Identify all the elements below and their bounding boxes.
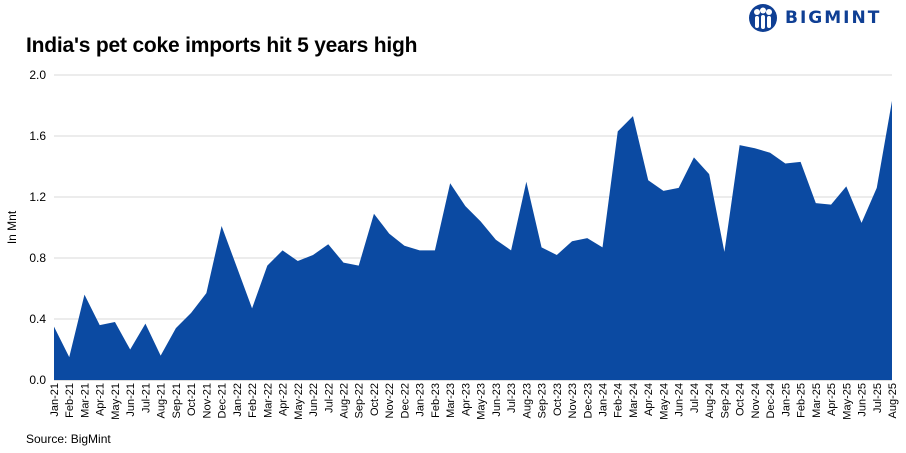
x-tick-label: Aug-21 [156,383,168,418]
chart-title: India's pet coke imports hit 5 years hig… [26,34,418,57]
x-tick-label: Mar-24 [628,383,640,418]
x-tick-label: Oct-24 [735,383,747,416]
x-tick-label: Apr-21 [95,383,107,416]
x-tick-label: May-22 [293,383,305,420]
x-tick-label: Dec-24 [765,383,777,418]
x-tick-label: Nov-22 [384,383,396,418]
x-tick-label: May-25 [841,383,853,420]
y-tick-label: 2.0 [29,68,46,82]
y-tick-label: 0.0 [29,373,46,387]
y-tick-label: 1.2 [29,190,46,204]
x-tick-label: Jul-21 [140,383,152,413]
x-tick-label: Jun-24 [674,383,686,417]
x-tick-label: Aug-23 [521,383,533,418]
x-tick-label: Jun-21 [125,383,137,417]
x-tick-label: May-21 [110,383,122,420]
brand-logo: BIGMINT [748,3,881,33]
x-tick-label: Feb-21 [64,383,76,418]
y-tick-label: 1.6 [29,129,46,143]
x-tick-label: Mar-22 [262,383,274,418]
x-tick-label: Feb-23 [430,383,442,418]
x-tick-label: Feb-22 [247,383,259,418]
area-series [54,100,892,381]
x-tick-label: Aug-24 [704,383,716,418]
x-tick-label: Oct-22 [369,383,381,416]
x-tick-label: Nov-21 [201,383,213,418]
x-tick-label: Dec-23 [582,383,594,418]
source-note: Source: BigMint [26,432,111,446]
x-tick-label: Sep-21 [171,383,183,418]
x-tick-label: Feb-24 [613,383,625,418]
x-tick-label: Jul-24 [689,383,701,413]
x-tick-label: Aug-22 [338,383,350,418]
x-tick-label: Jun-22 [308,383,320,417]
x-tick-label: Feb-25 [796,383,808,418]
y-tick-label: 0.4 [29,312,46,326]
x-tick-label: Oct-23 [552,383,564,416]
logo-text: BIGMINT [785,8,882,28]
bigmint-logo-icon [749,4,777,32]
x-tick-label: Dec-21 [217,383,229,418]
x-tick-label: Dec-22 [399,383,411,418]
x-tick-label: May-23 [476,383,488,420]
x-tick-label: Jun-23 [491,383,503,417]
y-axis-label: In Mnt [5,210,19,244]
x-tick-label: Mar-23 [445,383,457,418]
x-tick-label: Jul-22 [323,383,335,413]
y-axis-ticks: 0.0 0.4 0.8 1.2 1.6 2.0 [29,68,46,387]
area-fill [54,100,892,381]
x-tick-label: Mar-21 [79,383,91,418]
x-tick-label: Jul-25 [872,383,884,413]
x-tick-label: Jan-22 [232,383,244,417]
x-tick-label: Sep-23 [537,383,549,418]
x-tick-label: Jan-21 [49,383,61,417]
x-tick-label: Nov-23 [567,383,579,418]
x-tick-label: Jun-25 [857,383,869,417]
x-tick-label: Nov-24 [750,383,762,418]
x-tick-label: Apr-23 [460,383,472,416]
x-tick-label: Sep-22 [354,383,366,418]
x-tick-label: May-24 [658,383,670,420]
x-tick-label: Apr-25 [826,383,838,416]
y-tick-label: 0.8 [29,251,46,265]
x-tick-label: Jan-25 [780,383,792,417]
x-tick-label: Mar-25 [811,383,823,418]
x-axis-ticks: Jan-21 Feb-21 Mar-21 Apr-21 May-21 Jun-21 Jul-… [49,383,899,420]
x-tick-label: Apr-24 [643,383,655,416]
x-tick-label: Aug-25 [887,383,899,418]
x-tick-label: Jan-23 [415,383,427,417]
x-tick-label: Oct-21 [186,383,198,416]
x-tick-label: Apr-22 [278,383,290,416]
x-tick-label: Jul-23 [506,383,518,413]
x-tick-label: Sep-24 [719,383,731,418]
x-tick-label: Jan-24 [598,383,610,417]
